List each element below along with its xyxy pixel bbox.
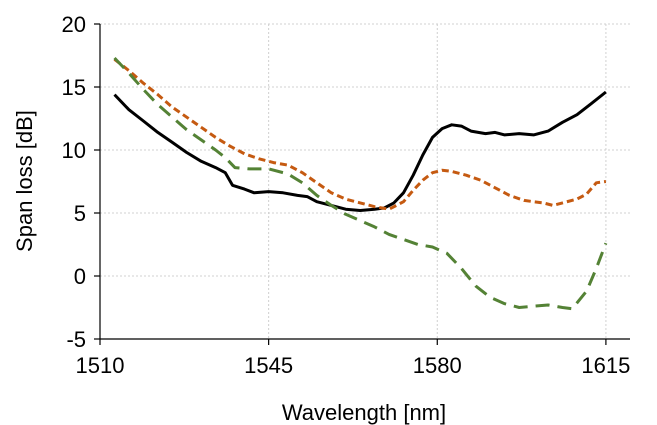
x-tick-label: 1615 <box>581 353 630 378</box>
series-line-2 <box>113 58 607 211</box>
y-tick-label: 0 <box>74 264 86 289</box>
y-tick-label: 10 <box>62 138 86 163</box>
series-group <box>113 56 608 311</box>
series-line-3 <box>113 56 608 311</box>
y-tick-label: 15 <box>62 75 86 100</box>
y-axis-title: Span loss [dB] <box>12 110 37 252</box>
y-tick-label: -5 <box>66 327 86 352</box>
x-axis-title: Wavelength [nm] <box>282 400 446 425</box>
grid <box>100 23 630 339</box>
y-tick-label: 5 <box>74 201 86 226</box>
axes <box>94 23 630 345</box>
x-tick-label: 1545 <box>244 353 293 378</box>
series-line-1 <box>113 90 607 212</box>
y-tick-label: 20 <box>62 12 86 37</box>
x-tick-label: 1580 <box>413 353 462 378</box>
tick-labels: -5 0 5 10 15 20 1510 1545 1580 1615 <box>62 12 631 378</box>
x-tick-label: 1510 <box>76 353 125 378</box>
